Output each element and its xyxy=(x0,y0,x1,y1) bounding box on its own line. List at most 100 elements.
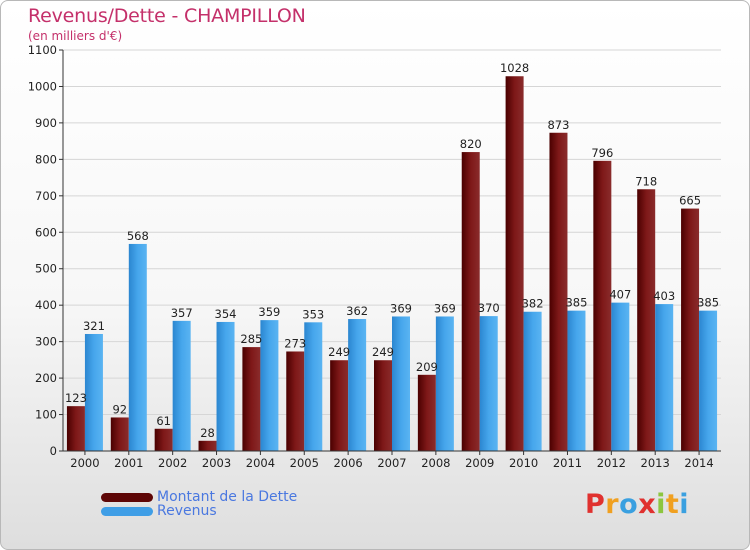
y-tick-label: 100 xyxy=(35,408,57,422)
data-label-revenue: 369 xyxy=(390,301,412,315)
data-label-revenue: 362 xyxy=(346,304,368,318)
data-label-revenue: 403 xyxy=(653,289,675,303)
x-tick-label: 2011 xyxy=(553,456,582,470)
y-tick-label: 200 xyxy=(35,371,57,385)
x-tick-label: 2005 xyxy=(290,456,319,470)
bar-revenue xyxy=(172,320,191,451)
x-tick-label: 2001 xyxy=(114,456,143,470)
bar-revenue xyxy=(479,316,498,451)
bar-debt xyxy=(374,360,392,451)
data-label-revenue: 385 xyxy=(565,296,587,310)
logo-letter: t xyxy=(665,489,680,520)
y-tick-label: 700 xyxy=(35,189,57,203)
x-tick-label: 2004 xyxy=(246,456,275,470)
bar-revenue xyxy=(216,321,235,451)
x-tick-label: 2009 xyxy=(465,456,494,470)
data-label-revenue: 354 xyxy=(215,307,237,321)
x-tick-label: 2008 xyxy=(421,456,450,470)
x-tick-label: 2013 xyxy=(641,456,670,470)
y-tick-label: 1100 xyxy=(28,43,57,57)
data-label-debt: 1028 xyxy=(500,61,529,75)
bar-debt xyxy=(549,132,568,451)
legend-label-revenue: Revenus xyxy=(157,503,217,519)
y-tick-label: 0 xyxy=(50,444,57,458)
legend-swatch-debt xyxy=(101,492,153,502)
data-label-debt: 873 xyxy=(547,118,569,132)
chart-subtitle: (en milliers d'€) xyxy=(28,29,123,43)
bar-debt xyxy=(66,406,85,451)
data-label-revenue: 359 xyxy=(258,305,280,319)
bar-debt xyxy=(242,347,261,451)
bar-debt xyxy=(198,440,217,451)
logo-letter: o xyxy=(619,489,639,520)
data-label-revenue: 407 xyxy=(609,288,631,302)
bar-revenue xyxy=(84,333,103,451)
logo-letter: P xyxy=(585,489,606,520)
data-label-debt: 820 xyxy=(460,137,482,151)
data-label-debt: 249 xyxy=(372,345,394,359)
logo-letter: i xyxy=(679,489,690,520)
data-label-debt: 665 xyxy=(679,194,701,208)
bar-revenue xyxy=(567,310,586,451)
data-label-debt: 92 xyxy=(112,402,127,416)
data-label-revenue: 321 xyxy=(83,319,105,333)
data-label-revenue: 353 xyxy=(302,307,324,321)
legend-label-debt: Montant de la Dette xyxy=(157,489,298,505)
x-tick-label: 2003 xyxy=(202,456,231,470)
x-tick-label: 2012 xyxy=(597,456,626,470)
bar-debt xyxy=(110,417,129,451)
bar-revenue xyxy=(523,311,542,451)
bar-revenue xyxy=(611,302,630,451)
x-tick-label: 2010 xyxy=(509,456,538,470)
data-label-revenue: 370 xyxy=(478,301,500,315)
legend-item-debt: Montant de la Dette xyxy=(101,489,297,505)
data-label-revenue: 385 xyxy=(697,296,719,310)
y-tick-label: 400 xyxy=(35,298,57,312)
y-tick-label: 1000 xyxy=(28,79,57,93)
data-label-revenue: 382 xyxy=(522,297,544,311)
logo-letter: i xyxy=(656,489,666,520)
bar-debt xyxy=(637,189,656,452)
y-tick-label: 300 xyxy=(35,335,57,349)
x-tick-label: 2006 xyxy=(333,456,362,470)
bar-revenue xyxy=(392,316,410,451)
data-label-debt: 249 xyxy=(328,345,350,359)
data-label-debt: 28 xyxy=(200,426,215,440)
data-label-debt: 61 xyxy=(156,414,171,428)
data-label-revenue: 568 xyxy=(127,229,149,243)
bar-debt xyxy=(505,76,524,451)
y-tick-label: 900 xyxy=(35,116,57,130)
data-label-debt: 273 xyxy=(284,336,306,350)
bar-revenue xyxy=(260,320,279,451)
bar-revenue xyxy=(699,310,718,451)
bar-debt xyxy=(286,351,305,451)
bar-debt xyxy=(330,360,349,451)
bar-debt xyxy=(681,208,700,451)
bar-debt xyxy=(417,374,436,451)
y-tick-label: 600 xyxy=(35,225,57,239)
proxiti-logo: Proxiti xyxy=(585,489,689,520)
logo-letter: r xyxy=(605,489,620,520)
data-label-debt: 123 xyxy=(65,391,87,405)
x-tick-label: 2000 xyxy=(70,456,99,470)
data-label-debt: 796 xyxy=(591,146,613,160)
data-label-revenue: 369 xyxy=(434,301,456,315)
legend-swatch-revenue xyxy=(101,506,153,516)
data-label-debt: 209 xyxy=(416,360,438,374)
data-label-debt: 718 xyxy=(635,174,657,188)
data-label-revenue: 357 xyxy=(171,306,193,320)
logo-letter: x xyxy=(638,489,657,520)
bar-debt xyxy=(154,428,173,451)
x-tick-label: 2007 xyxy=(377,456,406,470)
data-label-debt: 285 xyxy=(240,332,262,346)
bar-debt xyxy=(593,160,612,451)
bar-revenue xyxy=(128,243,147,451)
bar-revenue xyxy=(304,322,323,451)
bar-revenue xyxy=(435,316,454,451)
legend-item-revenue: Revenus xyxy=(101,503,217,519)
bar-debt xyxy=(461,152,480,451)
bar-revenue xyxy=(655,304,674,451)
y-tick-label: 500 xyxy=(35,262,57,276)
